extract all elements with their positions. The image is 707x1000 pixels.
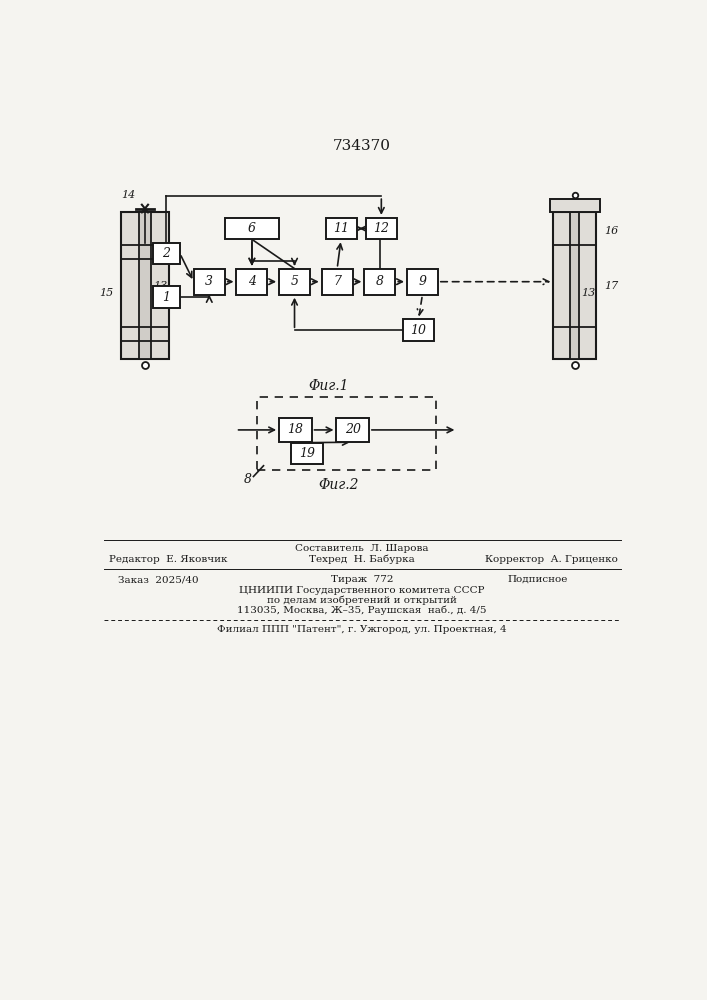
Text: 13: 13 [153,281,168,291]
Bar [554,212,596,359]
Text: 8: 8 [244,473,252,486]
Bar [570,212,579,359]
Text: 9: 9 [419,275,426,288]
Text: 18: 18 [287,423,303,436]
Text: Подписное: Подписное [508,575,568,584]
Text: по делам изобретений и открытий: по делам изобретений и открытий [267,596,457,605]
Text: 4: 4 [248,275,256,288]
Text: Заказ  2025/40: Заказ 2025/40 [118,575,199,584]
Text: 14: 14 [121,190,135,200]
Text: 15: 15 [99,288,113,298]
Text: 13: 13 [581,288,595,298]
Bar [236,269,267,295]
Bar [364,269,395,295]
Text: Корректор  А. Гриценко: Корректор А. Гриценко [484,555,617,564]
Text: ЦНИИПИ Государственного комитета СССР: ЦНИИПИ Государственного комитета СССР [239,586,485,595]
Text: Φиг.2: Φиг.2 [318,478,359,492]
Text: Редактор  Е. Яковчик: Редактор Е. Яковчик [109,555,228,564]
Bar [407,269,438,295]
Text: 8: 8 [376,275,384,288]
Text: 3: 3 [205,275,214,288]
Text: 17: 17 [604,281,618,291]
Bar [291,443,323,464]
Bar [194,269,225,295]
Text: 2: 2 [163,247,170,260]
Text: 1: 1 [163,291,170,304]
Text: 11: 11 [333,222,349,235]
Bar [403,319,434,341]
Bar [279,269,310,295]
Text: Тираж  772: Тираж 772 [331,575,393,584]
Bar [139,212,151,359]
Text: 7: 7 [333,275,341,288]
Text: 5: 5 [291,275,298,288]
Text: 734370: 734370 [333,139,391,153]
Text: Техред  Н. Бабурка: Техред Н. Бабурка [309,555,415,564]
Text: 10: 10 [411,324,426,337]
Text: 19: 19 [299,447,315,460]
Text: 12: 12 [373,222,390,235]
Bar [153,286,180,308]
Bar [322,269,353,295]
Bar [337,418,369,442]
Bar [366,218,397,239]
Bar [257,397,436,470]
Text: Φиг.1: Φиг.1 [308,379,349,393]
Text: 6: 6 [248,222,256,235]
Text: Составитель  Л. Шарова: Составитель Л. Шарова [296,544,428,553]
Bar [225,218,279,239]
Text: Филиал ППП "Патент", г. Ужгород, ул. Проектная, 4: Филиал ППП "Патент", г. Ужгород, ул. Про… [217,625,507,634]
Text: 113035, Москва, Ж–35, Раушская  наб., д. 4/5: 113035, Москва, Ж–35, Раушская наб., д. … [238,606,486,615]
Bar [325,218,356,239]
Bar [279,418,312,442]
Bar [549,199,600,212]
Text: 20: 20 [344,423,361,436]
Bar [153,243,180,264]
Bar [121,212,169,359]
Text: 16: 16 [604,226,618,236]
